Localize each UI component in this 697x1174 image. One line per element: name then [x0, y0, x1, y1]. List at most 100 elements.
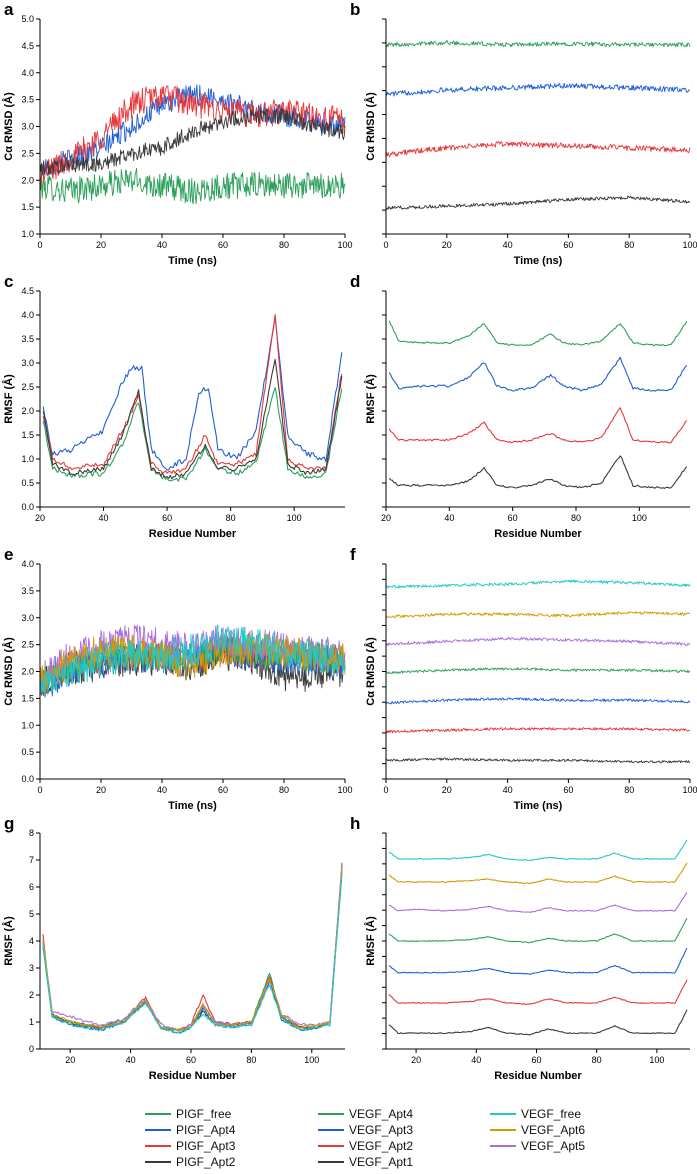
y-axis-title: RMSF (Å) [2, 916, 15, 966]
y-axis-title: Cα RMSD (Å) [2, 637, 15, 706]
x-tick-label: 40 [157, 240, 167, 250]
panel-label: b [350, 0, 360, 19]
series-line-VEGF_Apt1 [42, 868, 343, 1032]
chart-panel-c: c 20 40 60 80 100 0.0 0.5 1.0 1.5 2.0 2.5 3.0 3.5 4.0 4… [2, 272, 345, 540]
x-tick-label: 60 [531, 1055, 541, 1065]
x-axis-title: Time (ns) [168, 800, 217, 812]
x-tick-label: 100 [287, 513, 302, 523]
x-tick-label: 40 [503, 240, 513, 250]
legend-label: VEGF_Apt3 [349, 1123, 413, 1137]
x-tick-label: 40 [503, 785, 513, 795]
x-tick-label: 40 [99, 513, 109, 523]
y-tick-label: 0.5 [21, 747, 34, 757]
y-tick-label: 2.5 [21, 148, 34, 158]
y-tick-label: 2.0 [21, 667, 34, 677]
x-axis-title: Time (ns) [514, 255, 563, 267]
panel-label: e [4, 545, 13, 564]
legend-label: VEGF_Apt2 [349, 1139, 413, 1153]
y-axis-title: RMSF (Å) [364, 916, 377, 966]
legend-label: VEGF_Apt1 [349, 1155, 413, 1169]
y-tick-label: 4 [29, 936, 34, 946]
x-axis-title: Residue Number [494, 528, 582, 540]
y-tick-label: 4.0 [21, 559, 34, 569]
x-tick-label: 100 [649, 1055, 664, 1065]
x-tick-label: 80 [226, 513, 236, 523]
y-tick-label: 5.0 [21, 14, 34, 24]
legend-item: PIGF_Apt4 [145, 1123, 236, 1137]
x-tick-label: 40 [126, 1055, 136, 1065]
series-line-VEGF_Apt2 [386, 727, 691, 734]
x-tick-label: 40 [157, 785, 167, 795]
chart-panel-e: e 0 20 40 60 80 100 0.0 0.5 1.0 1.5 2.0 2.5 3.0 3.5 4.0… [2, 545, 353, 812]
legend-label: VEGF_Apt4 [349, 1107, 413, 1121]
series-line-VEGF_Apt1 [388, 1009, 688, 1036]
y-tick-label: 1.5 [21, 202, 34, 212]
y-axis-title: Cα RMSD (Å) [2, 92, 15, 161]
x-axis-title: Time (ns) [168, 255, 217, 267]
legend-item: VEGF_Apt5 [490, 1139, 585, 1153]
series-line-PIGF_free [39, 167, 346, 205]
x-tick-label: 20 [35, 513, 45, 523]
y-tick-label: 3.5 [21, 586, 34, 596]
x-tick-label: 60 [563, 240, 573, 250]
series-line-PIGF_Apt4 [388, 356, 688, 392]
legend-label: PIGF_free [176, 1107, 232, 1121]
series-line-PIGF_Apt4 [385, 82, 691, 97]
y-tick-label: 0.5 [21, 478, 34, 488]
x-tick-label: 60 [218, 785, 228, 795]
series-line-PIGF_Apt4 [42, 316, 343, 471]
x-tick-label: 40 [444, 513, 454, 523]
y-tick-label: 2.5 [21, 382, 34, 392]
legend-label: PIGF_Apt2 [176, 1155, 236, 1169]
chart-panel-g: g 20 40 60 80 100 0 1 2 3 4 5 6 7 8 Residue Number RMSF … [2, 814, 345, 1082]
y-tick-label: 1.0 [21, 454, 34, 464]
x-tick-label: 0 [383, 785, 388, 795]
y-tick-label: 4.0 [21, 310, 34, 320]
legend-item: PIGF_Apt2 [145, 1155, 236, 1169]
chart-panel-b: b 0 20 40 60 80 100 Time (ns) Cα RMSD (Å) [350, 0, 697, 267]
y-tick-label: 3.0 [21, 122, 34, 132]
x-tick-label: 20 [96, 785, 106, 795]
y-tick-label: 0.0 [21, 502, 34, 512]
y-tick-label: 1.5 [21, 430, 34, 440]
y-tick-label: 2.0 [21, 175, 34, 185]
y-axis-title: RMSF (Å) [364, 374, 377, 424]
x-axis-title: Residue Number [494, 1070, 582, 1082]
series-line-VEGF_Apt6 [385, 611, 691, 619]
chart-panels: a0 20 40 60 80 1001.01.52.02.53.03.54.04.55.0… [2, 0, 697, 1082]
x-tick-label: 20 [381, 513, 391, 523]
x-tick-label: 80 [246, 1055, 256, 1065]
x-tick-label: 60 [218, 240, 228, 250]
y-axis-title: Cα RMSD (Å) [364, 637, 377, 706]
y-tick-label: 3.5 [21, 95, 34, 105]
legend-label: PIGF_Apt3 [176, 1139, 236, 1153]
y-tick-label: 8 [29, 828, 34, 838]
legend: PIGF_free PIGF_Apt4 PIGF_Apt3 PIGF_Apt2 VEGF… [145, 1107, 585, 1169]
x-tick-label: 60 [162, 513, 172, 523]
series-line-VEGF_Apt4 [385, 667, 691, 675]
x-tick-label: 100 [632, 513, 647, 523]
series-line-VEGF_Apt3 [385, 697, 691, 705]
y-axis-title: RMSF (Å) [2, 374, 15, 424]
x-axis-title: Residue Number [149, 528, 237, 540]
legend-item: PIGF_free [145, 1107, 232, 1121]
x-tick-label: 20 [65, 1055, 75, 1065]
panel-label: h [350, 814, 360, 833]
legend-item: VEGF_free [490, 1107, 581, 1121]
x-tick-label: 100 [682, 785, 697, 795]
series-line-VEGF_free [42, 873, 343, 1034]
legend-item: VEGF_Apt6 [490, 1123, 585, 1137]
chart-panel-h: h 20 40 60 80 100 Residue Number RMSF (Å) [350, 814, 690, 1082]
series-line-VEGF_Apt2 [42, 862, 343, 1032]
series-line-PIGF_Apt2 [388, 455, 688, 489]
x-tick-label: 80 [279, 240, 289, 250]
y-tick-label: 4.5 [21, 41, 34, 51]
legend-item: VEGF_Apt3 [318, 1123, 413, 1137]
x-tick-label: 0 [383, 240, 388, 250]
series-line-PIGF_Apt3 [388, 407, 688, 444]
series-line-PIGF_Apt3 [385, 141, 691, 158]
x-axis-title: Residue Number [149, 1070, 237, 1082]
series-line-VEGF_Apt3 [42, 870, 343, 1034]
y-tick-label: 1.0 [21, 229, 34, 239]
